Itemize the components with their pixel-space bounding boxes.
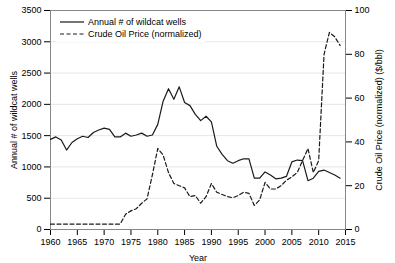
svg-text:Annual # of wildcat wells: Annual # of wildcat wells xyxy=(9,70,19,169)
svg-text:2500: 2500 xyxy=(21,68,41,78)
svg-text:1995: 1995 xyxy=(228,237,248,247)
svg-text:0: 0 xyxy=(36,224,41,234)
svg-text:1985: 1985 xyxy=(175,237,195,247)
svg-text:2015: 2015 xyxy=(335,237,355,247)
svg-text:2010: 2010 xyxy=(309,237,329,247)
svg-text:1500: 1500 xyxy=(21,131,41,141)
svg-text:Year: Year xyxy=(189,253,207,263)
svg-text:1990: 1990 xyxy=(201,237,221,247)
svg-text:1000: 1000 xyxy=(21,162,41,172)
svg-text:80: 80 xyxy=(355,49,365,59)
svg-text:2000: 2000 xyxy=(21,99,41,109)
svg-text:20: 20 xyxy=(355,181,365,191)
svg-text:500: 500 xyxy=(26,193,41,203)
svg-text:2005: 2005 xyxy=(282,237,302,247)
svg-text:100: 100 xyxy=(355,5,370,15)
svg-text:1980: 1980 xyxy=(148,237,168,247)
svg-text:0: 0 xyxy=(355,224,360,234)
svg-text:1965: 1965 xyxy=(67,237,87,247)
html-text:Annual # of wildcat wells: Annual # of wildcat wells xyxy=(88,17,187,27)
svg-text:1960: 1960 xyxy=(40,237,60,247)
svg-text:3000: 3000 xyxy=(21,37,41,47)
svg-text:1970: 1970 xyxy=(94,237,114,247)
svg-text:60: 60 xyxy=(355,93,365,103)
html-text:Crude Oil Price (normalized): Crude Oil Price (normalized) xyxy=(88,29,202,39)
svg-text:2000: 2000 xyxy=(255,237,275,247)
svg-text:3500: 3500 xyxy=(21,5,41,15)
svg-text:40: 40 xyxy=(355,137,365,147)
svg-text:Crude Oil Price (normalized) (: Crude Oil Price (normalized) ($/bbl) xyxy=(374,49,384,191)
svg-text:1975: 1975 xyxy=(121,237,141,247)
